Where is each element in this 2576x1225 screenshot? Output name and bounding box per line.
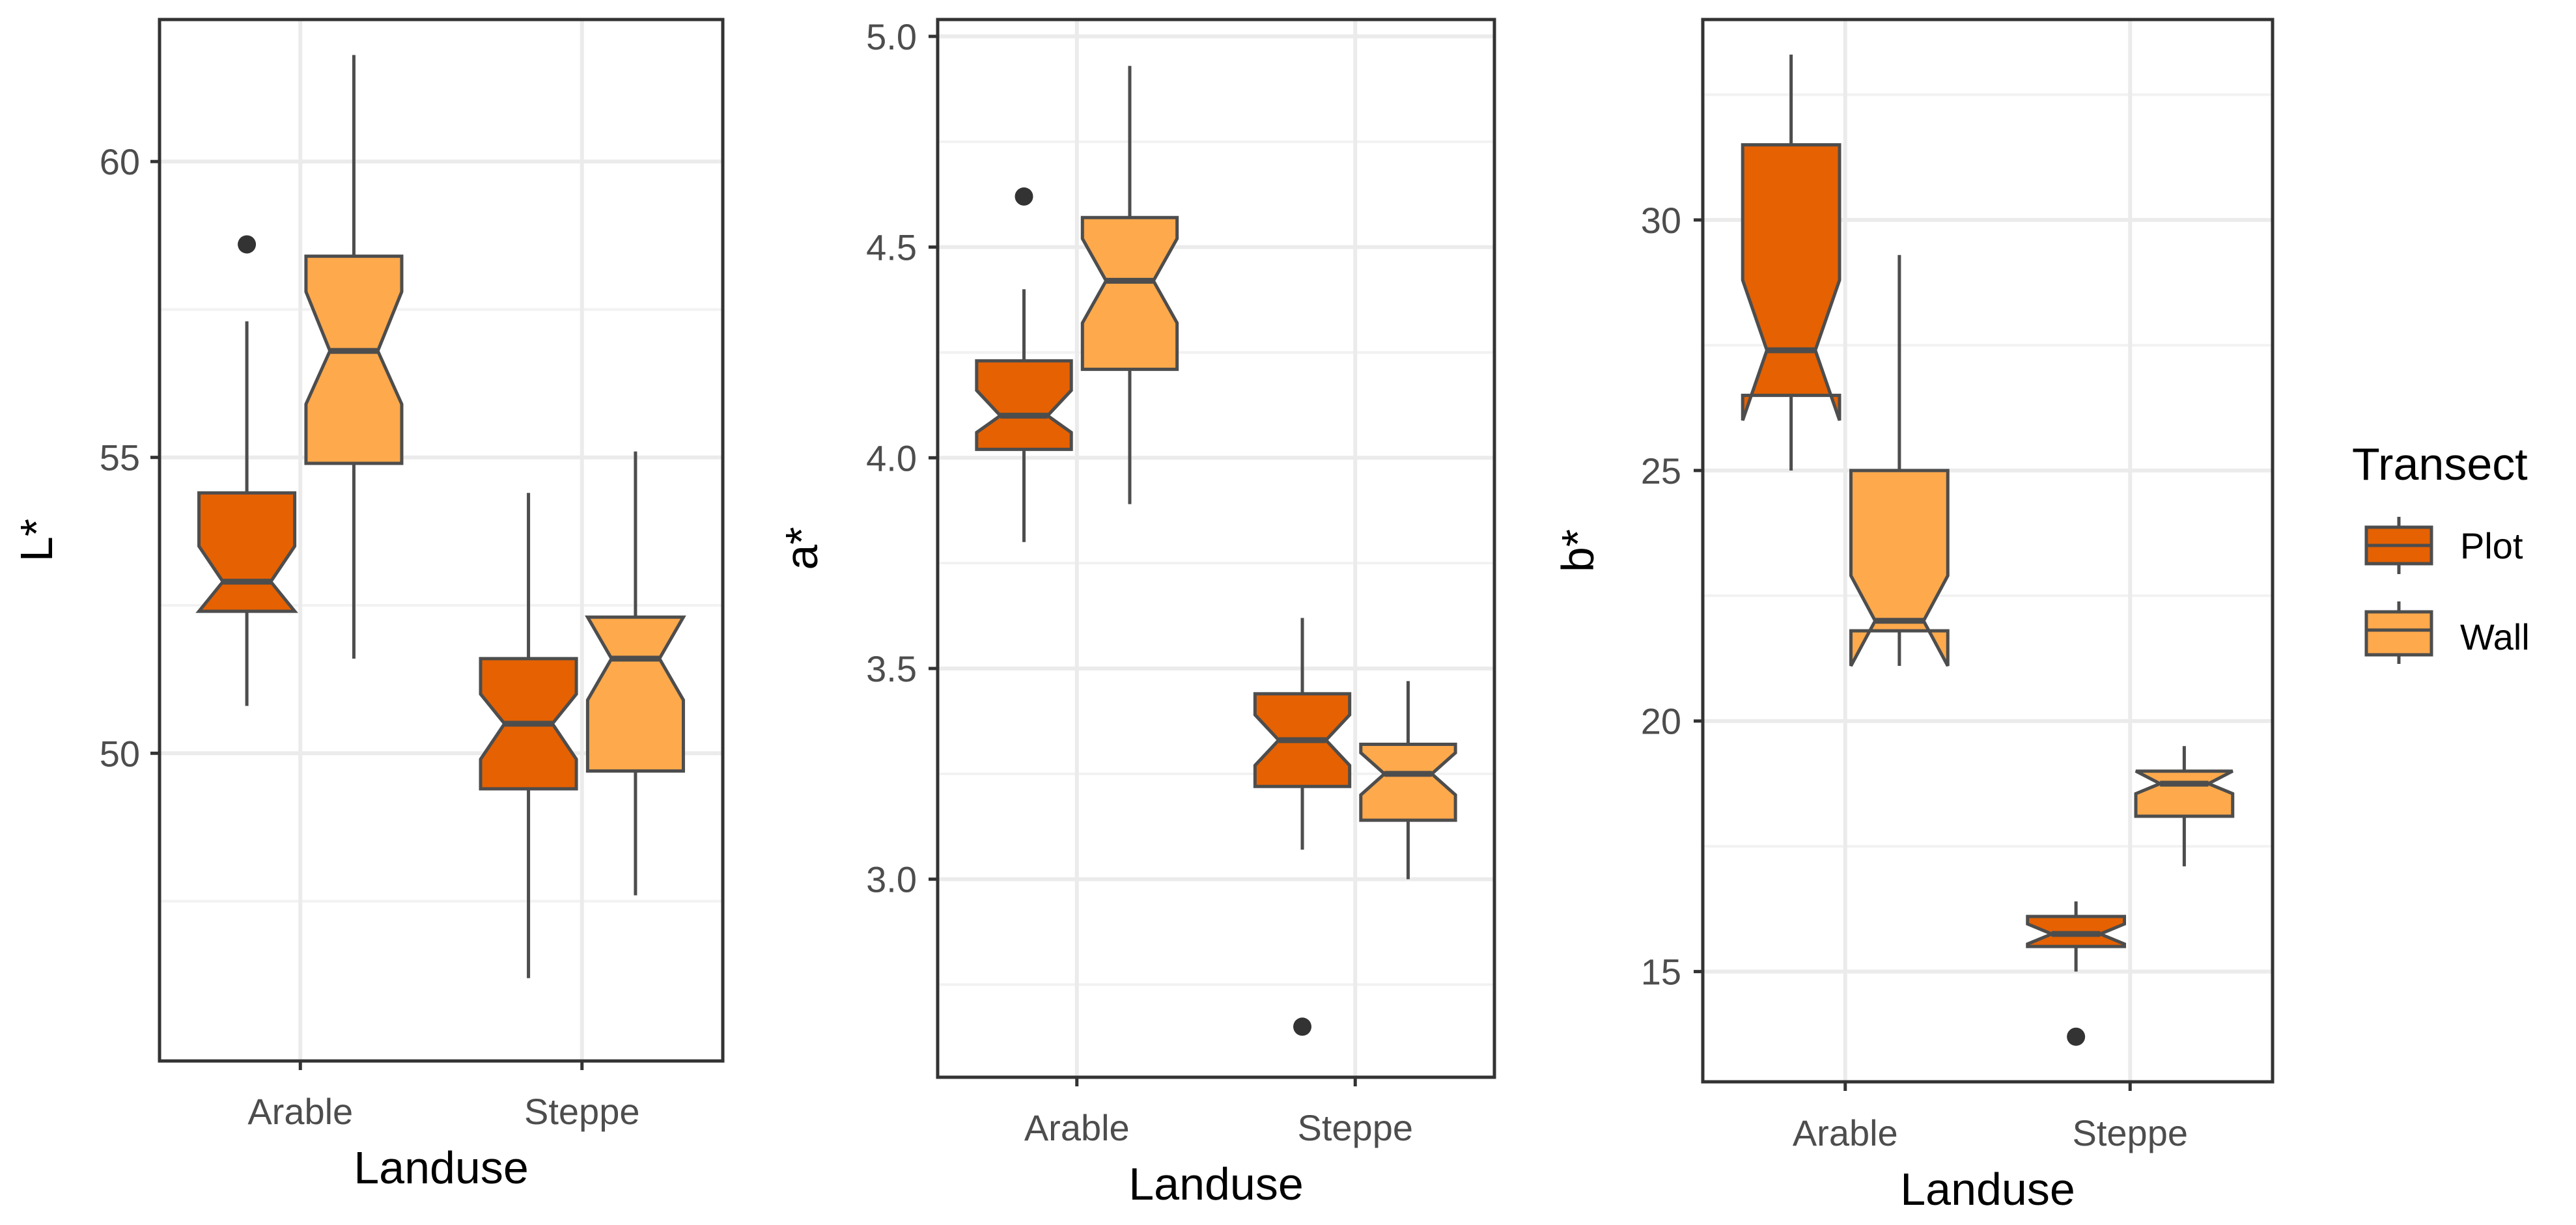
panel-2: 3.0 3.5 4.0 4.5 5.0 Arable Steppe Landuse a* xyxy=(776,16,1496,1209)
y-tick-label: 50 xyxy=(100,733,140,774)
box-body xyxy=(2134,769,2235,818)
box-wall-arable xyxy=(1080,66,1179,504)
x-tick-label-steppe: Steppe xyxy=(524,1091,640,1132)
box-plot-steppe xyxy=(2026,901,2126,1046)
x-tick-label-arable: Arable xyxy=(1024,1107,1130,1148)
outlier-point xyxy=(2067,1027,2086,1046)
chart-panels: 50 55 60 Arable Steppe Landuse L* 3.0 3.5 4.0 4.5 5… xyxy=(11,16,2275,1215)
outlier-point xyxy=(238,235,257,254)
legend-item-plot: Plot xyxy=(2364,517,2523,574)
box-wall-steppe xyxy=(585,451,686,896)
box-body xyxy=(975,359,1073,451)
x-tick-label-steppe: Steppe xyxy=(2073,1112,2189,1153)
box-body xyxy=(1741,143,1841,421)
outlier-point xyxy=(1293,1017,1312,1036)
box-body xyxy=(304,255,404,465)
box-plot-steppe xyxy=(1253,618,1352,1036)
panel-1: 50 55 60 Arable Steppe Landuse L* xyxy=(11,18,725,1193)
panel-background xyxy=(938,20,1494,1077)
box-body xyxy=(1359,743,1457,822)
box-wall-steppe xyxy=(1359,681,1457,879)
box-plot-arable xyxy=(1741,54,1841,471)
legend: Transect Plot Wall xyxy=(2352,439,2530,664)
box-plot-arable xyxy=(195,235,298,706)
legend-item-wall: Wall xyxy=(2364,601,2530,664)
legend-key-wall xyxy=(2364,610,2433,657)
y-axis-title: a* xyxy=(776,527,827,570)
legend-label-plot: Plot xyxy=(2460,525,2523,566)
x-axis-title: Landuse xyxy=(1128,1159,1304,1209)
panel-border xyxy=(1701,18,2275,1084)
box-body xyxy=(1849,469,1950,667)
panel-border xyxy=(158,18,725,1063)
box-plot-arable xyxy=(975,187,1073,542)
y-tick-label: 30 xyxy=(1641,200,1681,241)
outlier-point xyxy=(1015,187,1033,206)
x-axis-title: Landuse xyxy=(1900,1164,2075,1215)
y-tick-label: 3.5 xyxy=(866,648,917,689)
panel-3: 15 20 25 30 Arable Steppe Landuse b* xyxy=(1552,18,2275,1215)
y-tick-label: 60 xyxy=(100,141,140,182)
box-wall-steppe xyxy=(2134,746,2235,866)
box-plot-steppe xyxy=(479,493,578,978)
y-tick-label: 4.0 xyxy=(866,437,917,478)
y-tick-label: 20 xyxy=(1641,701,1681,742)
box-wall-arable xyxy=(1849,255,1950,667)
x-tick-label-arable: Arable xyxy=(1793,1112,1898,1153)
box-body xyxy=(195,491,298,613)
y-tick-label: 5.0 xyxy=(866,16,917,57)
panel-border xyxy=(936,18,1496,1079)
y-axis-title: b* xyxy=(1552,529,1603,572)
box-body xyxy=(1080,215,1179,371)
y-tick-label: 3.0 xyxy=(866,859,917,900)
y-tick-label: 4.5 xyxy=(866,227,917,268)
y-tick-label: 25 xyxy=(1641,450,1681,491)
y-tick-label: 55 xyxy=(100,437,140,478)
y-axis-title: L* xyxy=(11,519,62,562)
box-body xyxy=(585,615,686,773)
legend-label-wall: Wall xyxy=(2460,616,2530,657)
x-axis-title: Landuse xyxy=(354,1142,529,1193)
legend-title: Transect xyxy=(2352,439,2528,489)
y-tick-label: 15 xyxy=(1641,952,1681,993)
x-tick-label-arable: Arable xyxy=(247,1091,353,1132)
box-wall-arable xyxy=(304,55,404,659)
x-tick-label-steppe: Steppe xyxy=(1298,1107,1414,1148)
